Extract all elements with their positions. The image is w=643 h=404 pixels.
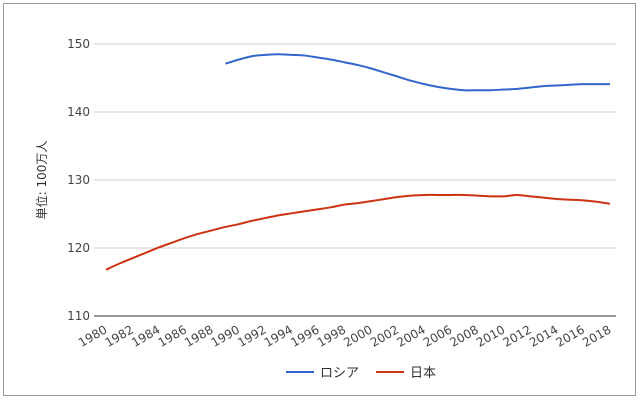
grid-lines <box>94 43 616 317</box>
y-tick-label: 150 <box>67 37 90 51</box>
y-axis-ticks: 110 120 130 140 150 <box>67 37 90 323</box>
y-tick-label: 120 <box>67 241 90 255</box>
legend-label-1: 日本 <box>410 366 436 381</box>
y-tick-label: 110 <box>67 309 90 323</box>
chart-frame <box>3 3 636 396</box>
series-line-0 <box>225 53 610 92</box>
y-tick-label: 130 <box>67 173 90 187</box>
series-line-1 <box>105 193 611 271</box>
series-lines <box>105 53 611 271</box>
legend: ロシア 日本 <box>286 366 436 381</box>
x-tick-label: 2018 <box>580 322 613 349</box>
y-tick-label: 140 <box>67 105 90 119</box>
y-axis-label: 単位: 100万人 <box>34 141 49 220</box>
x-axis-ticks: 1980198219841986198819901992199419961998… <box>76 322 613 349</box>
legend-label-0: ロシア <box>320 366 359 381</box>
